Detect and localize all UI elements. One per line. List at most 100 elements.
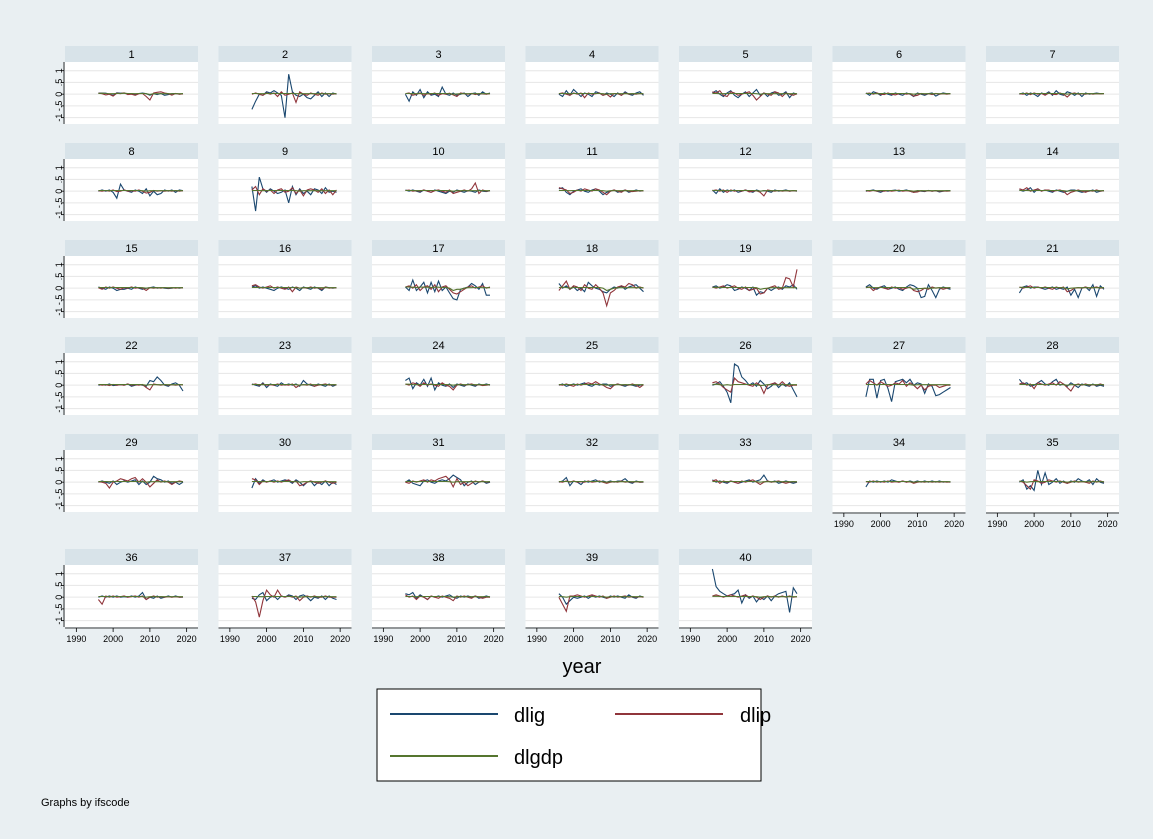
series-line-dlig xyxy=(405,474,491,487)
series-line-dlgdp xyxy=(405,189,490,192)
legend: dlig dlip dlgdp xyxy=(376,688,771,782)
panel-strip xyxy=(679,46,812,62)
panel-strip xyxy=(525,337,659,353)
x-tick-label: 2000 xyxy=(103,634,123,644)
series-line-dlgdp xyxy=(712,286,797,290)
y-tick-label: .5 xyxy=(54,582,64,590)
y-tick-label: 1 xyxy=(54,262,64,267)
y-tick-label: .5 xyxy=(54,79,64,87)
panel-title: 22 xyxy=(125,340,137,352)
y-tick-label: .5 xyxy=(54,467,64,475)
y-tick-label: 1 xyxy=(54,456,64,461)
panel-32: 32 xyxy=(525,434,659,512)
x-tick-label: 2010 xyxy=(140,634,160,644)
panel-1: 1 -1 -.5 0 .5 1 xyxy=(54,46,198,124)
y-tick-label: .5 xyxy=(54,273,64,281)
y-tick-label: 0 xyxy=(54,189,64,194)
panel-strip xyxy=(65,240,198,256)
chart-frame: 1 -1 -.5 0.5 1 2 3 4 5 6 7 8 -1 -.5 0.5 1 9 10 11 12 13 14 15-… xyxy=(8,8,1145,831)
panel-36: 36 -1 -.5 0 .5 1 1990 2000 2010 2020 xyxy=(54,549,198,644)
panel-25: 25 xyxy=(525,337,659,415)
panel-26: 26 xyxy=(679,337,812,415)
panel-40: 40 1990 2000 2010 2020 xyxy=(679,549,812,644)
panel-strip xyxy=(525,240,659,256)
panel-title: 6 xyxy=(896,49,902,61)
panel-strip xyxy=(218,46,352,62)
y-tick-label: 0 xyxy=(54,480,64,485)
panel-title: 30 xyxy=(279,437,291,449)
x-tick-label: 2000 xyxy=(564,634,584,644)
series-line-dlgdp xyxy=(405,595,490,598)
y-tick-label: -1 xyxy=(54,308,64,316)
panel-strip xyxy=(986,434,1119,450)
panel-strip xyxy=(218,337,352,353)
x-tick-label: 1990 xyxy=(66,634,86,644)
panel-strip xyxy=(679,337,812,353)
series-line-dlgdp xyxy=(1019,286,1104,290)
series-line-dlig xyxy=(865,378,951,402)
x-tick-label: 2010 xyxy=(1061,519,1081,529)
series-line-dlgdp xyxy=(405,383,490,386)
panel-11: 11 xyxy=(525,143,659,221)
panel-21: 21 xyxy=(986,240,1119,318)
x-tick-label: 2020 xyxy=(1098,519,1118,529)
series-line-dlgdp xyxy=(558,595,644,598)
x-tick-label: 2010 xyxy=(447,634,467,644)
y-tick-label: 0 xyxy=(54,383,64,388)
panel-strip xyxy=(986,337,1119,353)
panel-strip xyxy=(679,240,812,256)
x-tick-label: 1990 xyxy=(220,634,240,644)
y-tick-label: 0 xyxy=(54,286,64,291)
y-tick-label: 0 xyxy=(54,595,64,600)
panel-title: 2 xyxy=(282,49,288,61)
y-tick-label: -.5 xyxy=(54,392,64,403)
panel-37: 37 1990 2000 2010 2020 xyxy=(218,549,352,644)
y-tick-label: 1 xyxy=(54,68,64,73)
series-line-dlgdp xyxy=(251,383,337,386)
x-tick-label: 2020 xyxy=(330,634,350,644)
panel-title: 1 xyxy=(128,49,134,61)
panel-12: 12 xyxy=(679,143,812,221)
panel-title: 7 xyxy=(1049,49,1055,61)
x-tick-label: 1990 xyxy=(680,634,700,644)
x-tick-label: 2010 xyxy=(600,634,620,644)
series-line-dlgdp xyxy=(1019,189,1104,192)
panel-20: 20 xyxy=(832,240,966,318)
series-line-dlgdp xyxy=(1019,92,1104,95)
x-tick-label: 2010 xyxy=(754,634,774,644)
series-line-dlgdp xyxy=(405,480,490,483)
series-line-dlgdp xyxy=(712,189,797,192)
panel-5: 5 xyxy=(679,46,812,124)
series-line-dlgdp xyxy=(865,383,951,386)
panel-title: 28 xyxy=(1046,340,1058,352)
x-tick-label: 2010 xyxy=(293,634,313,644)
y-tick-label: -1 xyxy=(54,502,64,510)
panel-title: 5 xyxy=(742,49,748,61)
panel-title: 33 xyxy=(739,437,751,449)
panel-title: 36 xyxy=(125,552,137,564)
panel-title: 26 xyxy=(739,340,751,352)
panel-18: 18 xyxy=(525,240,659,318)
series-line-dlig xyxy=(405,189,491,195)
panel-title: 31 xyxy=(432,437,444,449)
panel-24: 24 xyxy=(372,337,505,415)
panel-strip xyxy=(218,549,352,565)
y-tick-label: 0 xyxy=(54,92,64,97)
series-line-dlgdp xyxy=(865,189,951,192)
y-tick-label: -.5 xyxy=(54,604,64,615)
panel-title: 39 xyxy=(586,552,598,564)
panel-16: 16 xyxy=(218,240,352,318)
series-line-dlgdp xyxy=(865,286,951,290)
panel-17: 17 xyxy=(372,240,505,318)
panel-30: 30 xyxy=(218,434,352,512)
series-line-dlig xyxy=(558,187,644,196)
panel-title: 20 xyxy=(893,243,905,255)
panel-title: 9 xyxy=(282,146,288,158)
series-line-dlgdp xyxy=(98,595,183,598)
panel-34: 34 1990 2000 2010 2020 xyxy=(832,434,966,529)
panel-strip xyxy=(986,143,1119,159)
panel-38: 38 1990 2000 2010 2020 xyxy=(372,549,505,644)
series-line-dlgdp xyxy=(251,595,337,598)
panels-layer: 1-1-.50.512 3 4 5 6 78-1-.50.519 10 11 12 13 1415-… xyxy=(54,46,1119,644)
series-line-dlig xyxy=(712,283,798,297)
